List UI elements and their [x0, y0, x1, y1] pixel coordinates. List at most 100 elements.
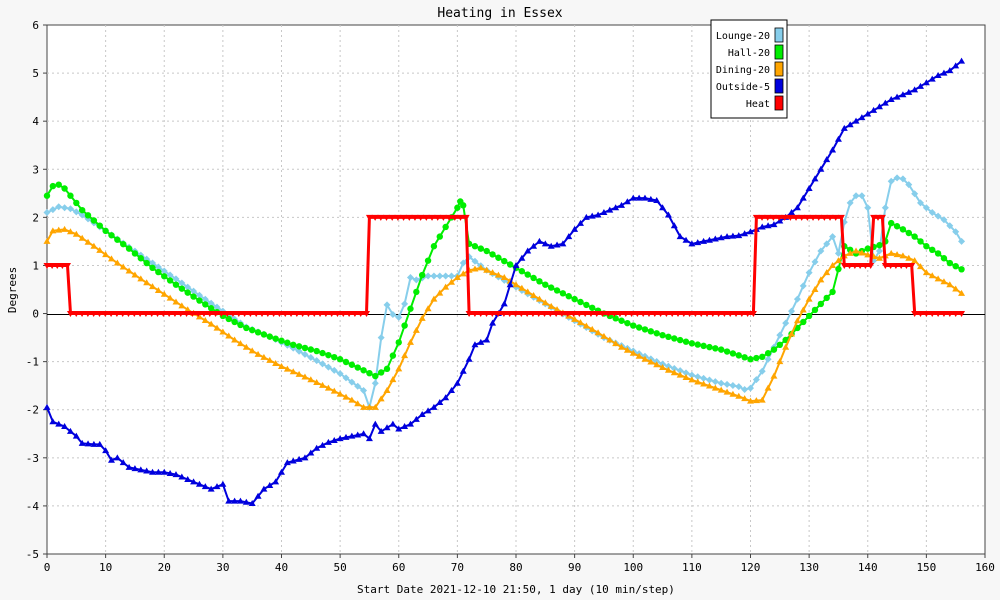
data-point: [846, 249, 854, 256]
data-point: [826, 214, 834, 221]
data-point: [154, 263, 162, 271]
data-point: [354, 364, 361, 371]
data-point: [764, 350, 772, 357]
data-point: [512, 261, 520, 268]
data-point: [541, 311, 549, 318]
data-point: [489, 269, 497, 276]
data-point: [805, 312, 813, 320]
data-point: [301, 350, 309, 358]
data-point: [102, 251, 110, 258]
data-point: [348, 432, 356, 439]
data-point: [90, 311, 98, 318]
data-point: [78, 206, 86, 214]
data-point: [436, 399, 444, 406]
data-point: [653, 330, 660, 337]
data-point: [130, 311, 138, 318]
data-point: [840, 262, 848, 269]
data-point: [307, 354, 315, 362]
data-point: [881, 262, 889, 269]
data-point: [201, 295, 209, 303]
data-point: [691, 311, 699, 318]
data-point: [776, 331, 784, 339]
data-point: [471, 311, 479, 318]
x-tick-label: 70: [451, 561, 464, 574]
data-point: [657, 311, 665, 318]
data-point: [864, 245, 871, 252]
data-point: [406, 420, 414, 427]
data-point: [581, 311, 589, 318]
data-point: [852, 117, 860, 124]
data-point: [905, 181, 913, 189]
y-tick-label: 1: [32, 259, 39, 272]
data-point: [635, 194, 643, 201]
data-point: [776, 217, 784, 224]
data-point: [113, 259, 121, 266]
data-point: [258, 311, 266, 318]
data-point: [893, 174, 901, 182]
data-point: [582, 213, 590, 220]
data-point: [893, 251, 901, 258]
data-point: [958, 57, 966, 64]
data-point: [289, 457, 297, 464]
data-point: [459, 270, 467, 277]
data-point: [735, 383, 743, 391]
data-point: [670, 222, 678, 229]
data-point: [453, 273, 461, 280]
y-tick-label: 4: [32, 115, 39, 128]
data-point: [952, 285, 960, 292]
data-point: [928, 75, 936, 82]
data-point: [155, 268, 162, 276]
data-point: [535, 295, 543, 302]
x-tick-label: 20: [158, 561, 171, 574]
data-point: [113, 311, 121, 318]
data-point: [342, 374, 350, 382]
data-point: [477, 245, 485, 252]
data-point: [723, 233, 731, 240]
data-point: [633, 311, 641, 318]
data-point: [319, 381, 327, 388]
data-point: [864, 110, 872, 117]
data-point: [178, 473, 186, 480]
data-point: [571, 295, 578, 303]
data-point: [489, 251, 496, 258]
data-point: [477, 338, 485, 345]
data-point: [917, 199, 925, 207]
data-point: [418, 411, 426, 418]
data-point: [829, 146, 837, 153]
data-point: [483, 311, 491, 318]
data-point: [934, 250, 942, 257]
data-point: [201, 483, 209, 490]
data-point: [535, 237, 543, 244]
data-point: [823, 294, 830, 302]
data-point: [188, 311, 196, 318]
data-point: [322, 311, 330, 318]
y-tick-label: -4: [26, 500, 40, 513]
data-point: [671, 335, 678, 342]
data-point: [372, 372, 379, 380]
data-point: [922, 204, 930, 212]
data-point: [354, 400, 362, 407]
data-point: [899, 252, 907, 259]
data-point: [235, 311, 243, 318]
data-point: [668, 311, 676, 318]
data-point: [161, 273, 168, 280]
data-point: [377, 395, 385, 402]
data-point: [723, 380, 731, 388]
data-point: [606, 336, 614, 343]
data-point: [858, 249, 866, 256]
data-point: [524, 271, 531, 278]
data-point: [717, 346, 725, 353]
data-point: [61, 225, 69, 232]
data-point: [328, 311, 336, 318]
series-hall-20: [43, 181, 965, 380]
data-point: [700, 374, 708, 382]
data-point: [823, 269, 831, 276]
data-point: [266, 356, 274, 363]
data-point: [817, 247, 825, 255]
data-point: [287, 311, 295, 318]
data-point: [336, 390, 344, 397]
data-point: [858, 114, 866, 121]
data-point: [360, 386, 368, 394]
data-point: [741, 386, 749, 394]
data-point: [160, 267, 168, 275]
